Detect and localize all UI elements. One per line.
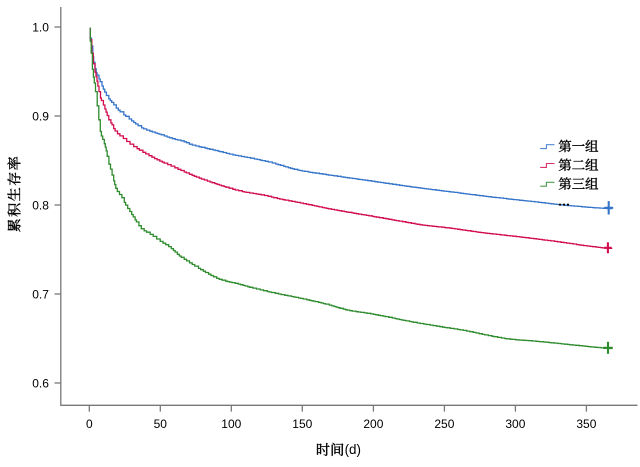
svg-text:1.0: 1.0	[32, 20, 49, 34]
svg-text:350: 350	[576, 417, 596, 431]
svg-text:0.8: 0.8	[32, 198, 49, 212]
svg-text:0.6: 0.6	[32, 376, 49, 390]
svg-text:300: 300	[505, 417, 525, 431]
svg-text:200: 200	[363, 417, 383, 431]
svg-text:0.7: 0.7	[32, 287, 49, 301]
svg-text:100: 100	[221, 417, 241, 431]
svg-text:0.9: 0.9	[32, 109, 49, 123]
svg-text:250: 250	[434, 417, 454, 431]
svg-text:(d): (d)	[345, 442, 361, 457]
svg-text:50: 50	[154, 417, 168, 431]
svg-text:150: 150	[292, 417, 312, 431]
svg-text:0: 0	[86, 417, 93, 431]
